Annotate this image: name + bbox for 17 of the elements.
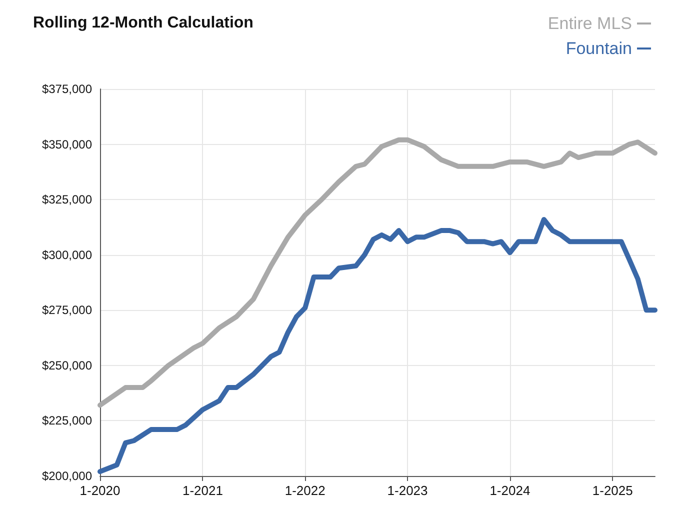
y-tick-label: $300,000 <box>42 248 92 262</box>
x-tick-label: 1-2022 <box>284 483 326 498</box>
y-tick-label: $350,000 <box>42 137 92 152</box>
x-tick-label: 1-2021 <box>182 483 223 498</box>
y-tick-label: $250,000 <box>42 358 92 372</box>
legend-label: Fountain <box>566 39 632 58</box>
y-tick-label: $225,000 <box>42 414 92 428</box>
x-tick-label: 1-2020 <box>80 483 120 498</box>
legend-label: Entire MLS <box>548 14 632 33</box>
chart-title: Rolling 12-Month Calculation <box>33 14 254 32</box>
x-tick-label: 1-2023 <box>387 483 428 498</box>
y-tick-label: $375,000 <box>42 82 92 96</box>
x-tick-label: 1-2024 <box>490 483 530 498</box>
y-tick-label: $275,000 <box>42 303 92 318</box>
y-tick-label: $325,000 <box>42 192 92 207</box>
y-tick-label: $200,000 <box>42 469 92 483</box>
x-tick-label: 1-2025 <box>592 483 633 498</box>
